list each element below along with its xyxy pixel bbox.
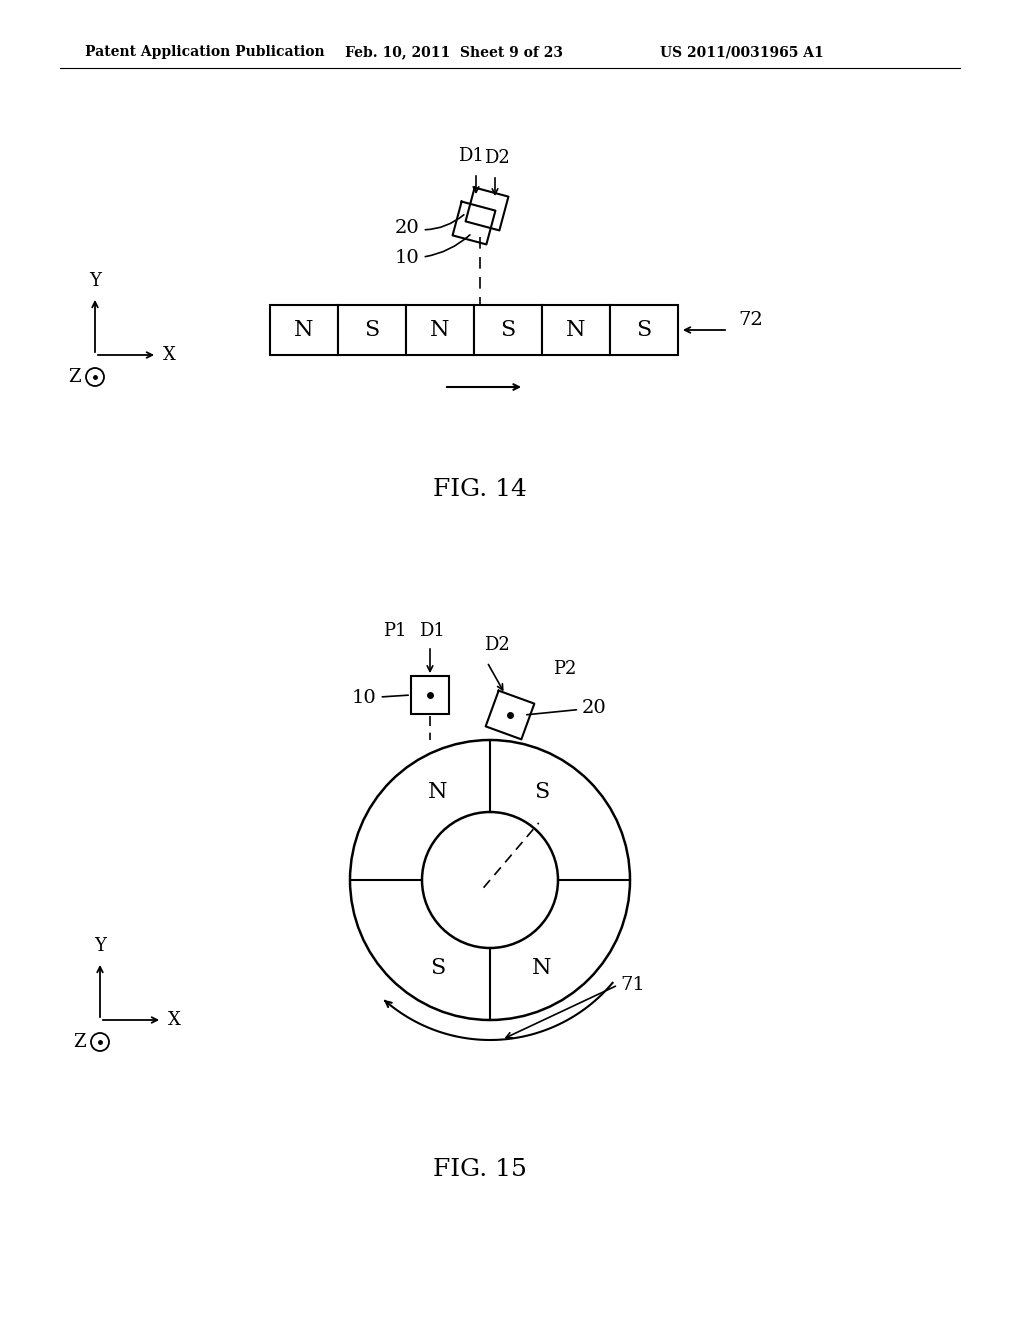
Text: 20: 20 bbox=[526, 700, 607, 717]
Text: 20: 20 bbox=[395, 215, 464, 238]
Text: S: S bbox=[430, 957, 445, 979]
Text: N: N bbox=[428, 780, 447, 803]
Text: Z: Z bbox=[74, 1034, 86, 1051]
Text: D1: D1 bbox=[419, 622, 445, 640]
Text: S: S bbox=[501, 319, 516, 341]
Text: S: S bbox=[535, 780, 550, 803]
Text: D1: D1 bbox=[458, 147, 484, 165]
Bar bbox=[542, 305, 610, 355]
Bar bbox=[338, 305, 406, 355]
Text: 10: 10 bbox=[352, 689, 409, 708]
Text: S: S bbox=[636, 319, 651, 341]
Bar bbox=[474, 305, 542, 355]
Text: X: X bbox=[163, 346, 176, 364]
Text: P2: P2 bbox=[553, 660, 577, 678]
Text: S: S bbox=[365, 319, 380, 341]
Bar bbox=[406, 305, 474, 355]
Text: D2: D2 bbox=[484, 149, 510, 168]
Text: US 2011/0031965 A1: US 2011/0031965 A1 bbox=[660, 45, 823, 59]
Text: N: N bbox=[566, 319, 586, 341]
Text: Y: Y bbox=[94, 937, 105, 954]
Text: D2: D2 bbox=[484, 636, 510, 653]
Bar bbox=[411, 676, 449, 714]
Text: P1: P1 bbox=[383, 622, 407, 640]
Bar bbox=[270, 305, 338, 355]
Text: 72: 72 bbox=[738, 312, 763, 329]
Text: N: N bbox=[532, 957, 552, 979]
Text: N: N bbox=[294, 319, 313, 341]
Text: Patent Application Publication: Patent Application Publication bbox=[85, 45, 325, 59]
Text: Feb. 10, 2011  Sheet 9 of 23: Feb. 10, 2011 Sheet 9 of 23 bbox=[345, 45, 563, 59]
Text: Y: Y bbox=[89, 272, 101, 290]
Text: 10: 10 bbox=[395, 235, 470, 267]
Text: 71: 71 bbox=[620, 975, 645, 994]
Text: FIG. 14: FIG. 14 bbox=[433, 479, 527, 502]
Bar bbox=[610, 305, 678, 355]
Text: FIG. 15: FIG. 15 bbox=[433, 1159, 527, 1181]
Text: Z: Z bbox=[69, 368, 81, 385]
Text: X: X bbox=[168, 1011, 181, 1030]
Text: N: N bbox=[430, 319, 450, 341]
